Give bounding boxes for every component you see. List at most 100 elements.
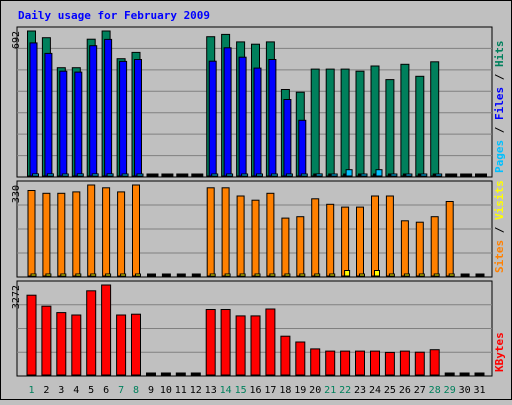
bar-sites-3 [57,192,66,277]
bar-visits-2 [45,273,52,277]
bar-kbytes-21 [325,350,336,376]
bar-kbytes-13 [205,309,216,376]
bar-sites-15 [236,195,245,277]
series-legend-label: Sites / Visits [493,180,506,273]
bar-hits-24 [370,65,380,177]
x-tick-label-day-29: 29 [444,385,456,396]
legend-part: Hits [493,41,506,68]
bar-visits-16 [254,273,261,277]
chart-title: Daily usage for February 2009 [18,9,210,22]
series-legend-label: Pages / Files / Hits [493,41,506,174]
bar-visits-14 [224,273,231,277]
bar-pages-25 [390,173,398,177]
y-max-label: 3272 [11,285,22,309]
bar-pages-31 [480,173,487,177]
bar-pages-26 [405,173,413,177]
bar-visits-19 [299,273,306,277]
x-tick-label-day-11: 11 [175,385,187,396]
x-tick-label-day-22: 22 [339,385,351,396]
bar-visits-1 [30,273,37,277]
x-tick-label-day-23: 23 [354,385,366,396]
bar-pages-13 [211,173,219,177]
bar-kbytes-31 [474,372,485,376]
bar-kbytes-2 [41,305,52,376]
bar-kbytes-4 [71,314,82,376]
bar-sites-4 [72,191,81,277]
bar-sites-16 [251,199,260,277]
bar-sites-8 [132,184,140,277]
bar-files-1 [29,42,38,177]
bar-visits-9 [150,273,156,277]
bar-kbytes-29 [444,372,455,376]
x-tick-label-day-26: 26 [399,385,411,396]
bar-visits-12 [194,273,201,277]
bar-kbytes-27 [414,351,425,376]
bar-sites-5 [87,184,96,277]
bar-kbytes-16 [250,315,261,376]
x-tick-label-day-1: 1 [28,385,34,396]
bar-sites-22 [341,206,350,277]
bar-pages-9 [151,173,159,177]
bar-visits-21 [329,273,336,277]
x-tick-label-day-6: 6 [103,385,109,396]
bar-sites-17 [266,192,275,277]
bar-files-8 [134,59,142,177]
bar-pages-19 [300,173,308,177]
bar-files-14 [223,47,232,177]
bar-pages-28 [435,173,443,177]
x-tick-label-day-9: 9 [148,385,154,396]
bar-kbytes-7 [116,314,127,376]
bar-files-5 [89,45,98,177]
bar-visits-27 [418,273,425,277]
bar-kbytes-15 [235,315,246,376]
bar-kbytes-30 [459,372,470,376]
x-tick-label-day-13: 13 [205,385,217,396]
bar-pages-23 [360,173,368,177]
bar-kbytes-1 [26,294,37,376]
y-max-label: 692 [11,31,22,49]
bar-files-13 [208,60,217,177]
bar-sites-29 [445,201,454,277]
x-tick-label-day-8: 8 [133,385,139,396]
bar-visits-25 [388,273,395,277]
x-tick-label-day-24: 24 [369,385,381,396]
bar-visits-17 [269,273,276,277]
bar-hits-25 [385,79,395,177]
x-tick-label-day-30: 30 [459,385,471,396]
legend-part: Files [493,87,506,120]
bar-sites-13 [206,187,215,277]
x-tick-label-day-10: 10 [160,385,172,396]
bar-sites-2 [42,192,51,277]
bar-hits-22 [340,68,350,177]
bar-files-16 [253,67,262,177]
bar-pages-5 [91,173,99,177]
series-legend-label: KBytes [493,332,506,372]
x-tick-label-day-2: 2 [43,385,49,396]
x-tick-label-day-14: 14 [220,385,232,396]
bar-visits-29 [448,273,455,277]
bar-sites-14 [221,187,230,277]
bar-pages-12 [196,173,204,177]
bar-pages-7 [121,173,129,177]
bar-pages-24 [375,169,383,177]
bar-sites-6 [102,187,111,277]
bar-files-15 [238,56,247,177]
bar-kbytes-12 [190,372,201,376]
bar-files-2 [44,52,53,177]
bar-visits-8 [135,273,141,277]
bar-pages-1 [32,173,39,177]
bar-pages-27 [420,173,428,177]
bar-kbytes-3 [56,312,67,376]
y-max-label: 330 [11,185,22,203]
bar-pages-2 [46,173,54,177]
legend-part: KBytes [493,332,506,372]
bar-sites-25 [385,195,394,277]
bar-files-7 [119,60,128,177]
bar-visits-11 [179,273,186,277]
bar-sites-20 [311,198,320,277]
bar-kbytes-28 [429,349,440,376]
bar-kbytes-11 [175,372,186,376]
bar-visits-10 [164,273,171,277]
bar-visits-28 [433,273,440,277]
